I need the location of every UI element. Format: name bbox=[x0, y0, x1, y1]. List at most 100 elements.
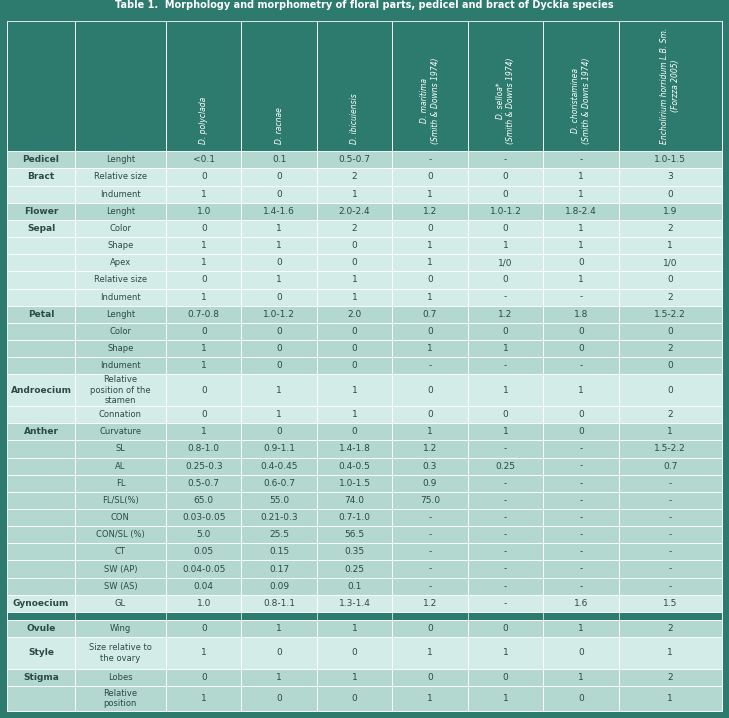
Text: 1: 1 bbox=[502, 344, 508, 353]
Bar bbox=[7, 169, 75, 185]
Bar bbox=[166, 526, 241, 544]
Text: 0: 0 bbox=[427, 624, 433, 633]
Bar bbox=[7, 340, 75, 357]
Text: Shape: Shape bbox=[107, 344, 133, 353]
Text: 0.4-0.45: 0.4-0.45 bbox=[260, 462, 298, 470]
Bar bbox=[392, 306, 468, 323]
Bar bbox=[75, 475, 166, 492]
Bar bbox=[543, 406, 618, 423]
Bar bbox=[392, 21, 468, 151]
Text: 0: 0 bbox=[351, 258, 357, 267]
Text: Indument: Indument bbox=[100, 190, 141, 199]
Bar bbox=[317, 423, 392, 440]
Bar bbox=[543, 220, 618, 237]
Text: 0: 0 bbox=[502, 172, 508, 182]
Bar bbox=[317, 620, 392, 637]
Text: 1: 1 bbox=[578, 386, 584, 395]
Text: Curvature: Curvature bbox=[99, 427, 141, 437]
Text: Table 1.  Morphology and morphometry of floral parts, pedicel and bract of Dycki: Table 1. Morphology and morphometry of f… bbox=[115, 0, 614, 10]
Bar bbox=[317, 169, 392, 185]
Bar bbox=[7, 254, 75, 271]
Text: FL/SL(%): FL/SL(%) bbox=[102, 496, 139, 505]
Bar bbox=[618, 509, 722, 526]
Bar bbox=[7, 220, 75, 237]
Bar bbox=[618, 169, 722, 185]
Bar bbox=[468, 220, 543, 237]
Bar bbox=[618, 202, 722, 220]
Text: 1.2: 1.2 bbox=[499, 309, 512, 319]
Text: -: - bbox=[504, 293, 507, 302]
Bar bbox=[75, 526, 166, 544]
Text: -: - bbox=[504, 530, 507, 539]
Bar bbox=[241, 374, 317, 406]
Text: -: - bbox=[504, 479, 507, 488]
Text: 0: 0 bbox=[667, 361, 673, 370]
Text: 1.4-1.6: 1.4-1.6 bbox=[263, 207, 295, 216]
Text: 0.09: 0.09 bbox=[269, 582, 289, 591]
Bar bbox=[75, 668, 166, 686]
Bar bbox=[317, 578, 392, 595]
Text: Flower: Flower bbox=[24, 207, 58, 216]
Bar bbox=[392, 492, 468, 509]
Text: 1: 1 bbox=[502, 386, 508, 395]
Bar bbox=[618, 406, 722, 423]
Bar bbox=[241, 561, 317, 578]
Text: 75.0: 75.0 bbox=[420, 496, 440, 505]
Bar bbox=[166, 561, 241, 578]
Text: 3: 3 bbox=[667, 172, 673, 182]
Text: Color: Color bbox=[109, 224, 131, 233]
Bar bbox=[618, 637, 722, 668]
Text: 0.7: 0.7 bbox=[663, 462, 677, 470]
Bar bbox=[468, 185, 543, 202]
Bar bbox=[75, 578, 166, 595]
Bar bbox=[618, 561, 722, 578]
Bar bbox=[317, 271, 392, 289]
Bar bbox=[392, 544, 468, 561]
Text: 0: 0 bbox=[276, 258, 282, 267]
Text: 1: 1 bbox=[351, 293, 357, 302]
Bar bbox=[166, 457, 241, 475]
Text: -: - bbox=[504, 155, 507, 164]
Text: 0: 0 bbox=[201, 410, 206, 419]
Text: 1: 1 bbox=[667, 427, 673, 437]
Bar bbox=[618, 457, 722, 475]
Text: -: - bbox=[504, 564, 507, 574]
Bar bbox=[618, 440, 722, 457]
Bar bbox=[7, 457, 75, 475]
Text: 0: 0 bbox=[427, 327, 433, 336]
Bar bbox=[241, 323, 317, 340]
Bar bbox=[7, 440, 75, 457]
Text: 1.8: 1.8 bbox=[574, 309, 588, 319]
Bar bbox=[618, 289, 722, 306]
Bar bbox=[241, 185, 317, 202]
Text: 0: 0 bbox=[351, 327, 357, 336]
Bar bbox=[241, 169, 317, 185]
Bar bbox=[468, 544, 543, 561]
Text: 0.25: 0.25 bbox=[496, 462, 515, 470]
Text: -: - bbox=[668, 564, 671, 574]
Bar bbox=[241, 220, 317, 237]
Text: 1.8-2.4: 1.8-2.4 bbox=[565, 207, 596, 216]
Bar bbox=[75, 595, 166, 612]
Bar bbox=[392, 620, 468, 637]
Text: 1: 1 bbox=[578, 190, 584, 199]
Text: 0: 0 bbox=[578, 344, 584, 353]
Text: 1.5: 1.5 bbox=[663, 599, 677, 608]
Text: Relative
position of the
stamen: Relative position of the stamen bbox=[90, 376, 151, 405]
Text: 0: 0 bbox=[427, 410, 433, 419]
Bar bbox=[392, 526, 468, 544]
Bar bbox=[468, 306, 543, 323]
Text: 0.4-0.5: 0.4-0.5 bbox=[339, 462, 370, 470]
Bar bbox=[317, 475, 392, 492]
Text: 2: 2 bbox=[667, 624, 673, 633]
Bar bbox=[75, 220, 166, 237]
Bar bbox=[618, 271, 722, 289]
Text: Anther: Anther bbox=[23, 427, 58, 437]
Text: 1: 1 bbox=[667, 694, 673, 703]
Bar bbox=[468, 475, 543, 492]
Bar bbox=[618, 220, 722, 237]
Bar bbox=[618, 578, 722, 595]
Text: Indument: Indument bbox=[100, 361, 141, 370]
Bar bbox=[7, 475, 75, 492]
Bar bbox=[317, 237, 392, 254]
